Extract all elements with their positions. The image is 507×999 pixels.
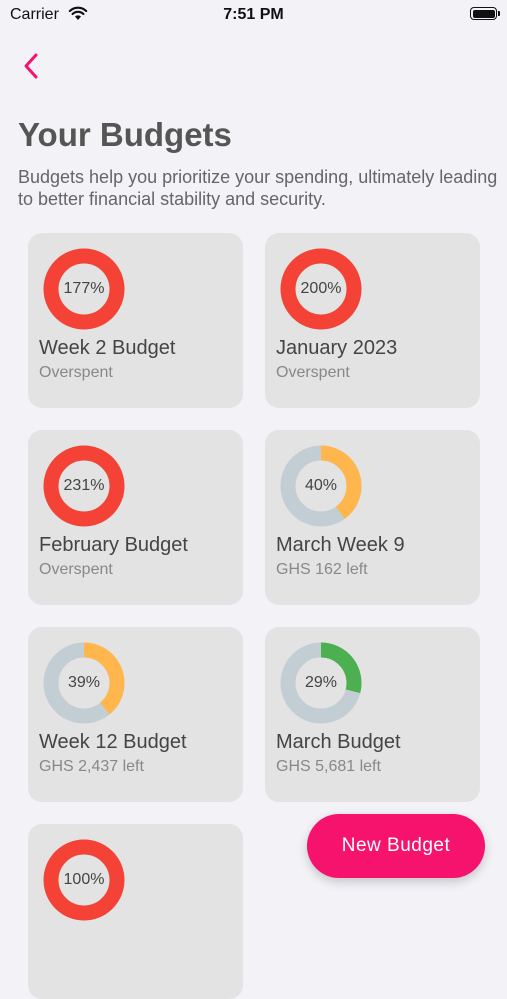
budget-card[interactable]: 40% March Week 9 GHS 162 left bbox=[265, 430, 480, 605]
carrier-label: Carrier bbox=[10, 6, 59, 23]
percent-label: 40% bbox=[304, 477, 338, 494]
budget-status: Overspent bbox=[276, 364, 350, 381]
back-button[interactable] bbox=[14, 48, 50, 84]
budget-card[interactable]: 200% January 2023 Overspent bbox=[265, 233, 480, 408]
progress-ring bbox=[43, 445, 125, 527]
progress-arc bbox=[43, 642, 125, 724]
percent-label: 231% bbox=[63, 477, 105, 494]
budget-status: GHS 2,437 left bbox=[39, 758, 144, 775]
percent-label: 100% bbox=[63, 871, 105, 888]
budget-name: March Budget bbox=[276, 731, 401, 753]
page-title: Your Budgets bbox=[18, 116, 232, 153]
budget-status: GHS 162 left bbox=[276, 561, 368, 578]
new-budget-button[interactable]: New Budget bbox=[307, 814, 485, 878]
budget-name: Week 2 Budget bbox=[39, 337, 176, 359]
budget-card[interactable]: 29% March Budget GHS 5,681 left bbox=[265, 627, 480, 802]
progress-ring bbox=[280, 248, 362, 330]
clock-time: 7:51 PM bbox=[223, 6, 284, 23]
budget-card[interactable]: 39% Week 12 Budget GHS 2,437 left bbox=[28, 627, 243, 802]
progress-ring bbox=[43, 248, 125, 330]
progress-ring bbox=[280, 642, 362, 724]
budget-name: February Budget bbox=[39, 534, 188, 556]
progress-arc bbox=[280, 248, 362, 330]
progress-arc bbox=[43, 445, 125, 527]
progress-ring bbox=[280, 445, 362, 527]
wifi-icon bbox=[68, 6, 88, 26]
percent-label: 200% bbox=[300, 280, 342, 297]
budget-name: March Week 9 bbox=[276, 534, 405, 556]
budget-status: Overspent bbox=[39, 364, 113, 381]
battery-icon bbox=[470, 7, 500, 20]
progress-arc bbox=[280, 642, 362, 724]
percent-label: 177% bbox=[63, 280, 105, 297]
budget-card[interactable]: 177% Week 2 Budget Overspent bbox=[28, 233, 243, 408]
progress-arc bbox=[280, 445, 362, 527]
budget-card[interactable]: 231% February Budget Overspent bbox=[28, 430, 243, 605]
budget-card[interactable]: 100% bbox=[28, 824, 243, 999]
budget-name: Week 12 Budget bbox=[39, 731, 187, 753]
page-description: Budgets help you prioritize your spendin… bbox=[18, 167, 498, 209]
percent-label: 29% bbox=[304, 674, 338, 691]
progress-ring bbox=[43, 642, 125, 724]
percent-label: 39% bbox=[67, 674, 101, 691]
progress-arc bbox=[43, 248, 125, 330]
budget-status: Overspent bbox=[39, 561, 113, 578]
chevron-left-icon bbox=[24, 53, 38, 79]
status-bar: Carrier 7:51 PM bbox=[0, 0, 507, 32]
budget-name: January 2023 bbox=[276, 337, 398, 359]
budget-status: GHS 5,681 left bbox=[276, 758, 381, 775]
